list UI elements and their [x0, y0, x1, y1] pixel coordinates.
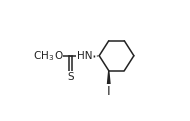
Polygon shape — [107, 71, 111, 91]
Text: HN: HN — [77, 51, 93, 61]
Text: S: S — [67, 72, 74, 82]
Text: O: O — [54, 51, 63, 61]
Text: I: I — [107, 84, 111, 98]
Text: $\mathregular{CH_3}$: $\mathregular{CH_3}$ — [33, 49, 54, 63]
